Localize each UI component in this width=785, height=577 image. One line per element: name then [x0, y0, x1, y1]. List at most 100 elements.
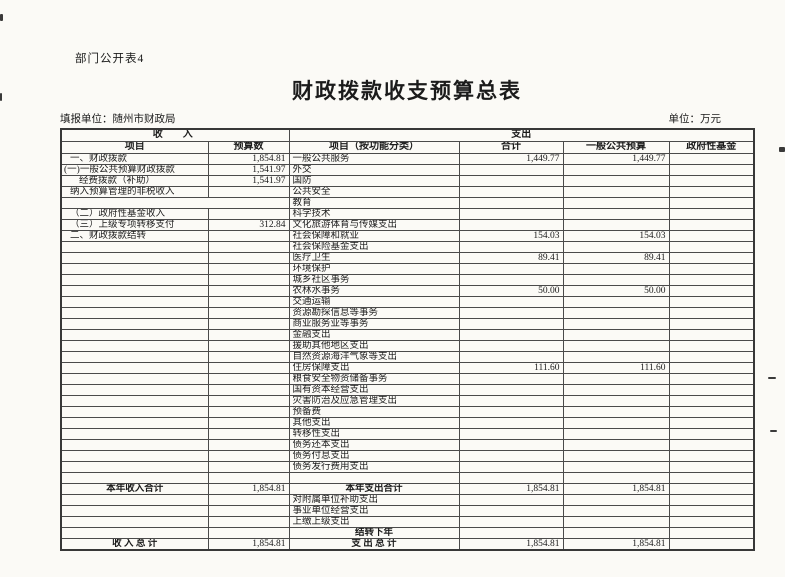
expense-item-cell: 债务发行费用支出: [288, 460, 460, 473]
expense-general-budget-cell: [562, 196, 670, 209]
table-row: 商业服务业等事务: [60, 317, 755, 330]
expense-general-budget-cell: 50.00: [562, 284, 670, 297]
expense-item-cell: 城乡社区事务: [288, 273, 460, 286]
column-header-row: 项目 预算数 项目（按功能分类） 合计 一般公共预算 政府性基金: [60, 140, 755, 154]
expense-gov-fund-cell: [668, 196, 755, 209]
page-title: 财政拨款收支预算总表: [292, 79, 522, 103]
col-header-expense-gov-fund: 政府性基金: [668, 140, 755, 154]
expense-total-cell: [458, 218, 564, 231]
expense-total-cell: [458, 328, 564, 341]
expense-general-budget-cell: [562, 394, 670, 407]
expense-total-cell: 1,449.77: [458, 152, 564, 165]
income-budget-cell: [207, 372, 290, 385]
income-item-cell: [60, 262, 209, 275]
income-item-cell: [60, 350, 209, 363]
expense-general-budget-cell: [562, 449, 670, 462]
income-item-cell: [60, 471, 209, 484]
income-item-cell: [60, 251, 209, 264]
expense-gov-fund-cell: [668, 537, 755, 550]
income-budget-cell: 1,854.81: [207, 537, 290, 550]
income-item-cell: [60, 526, 209, 539]
expense-item-cell: 债务还本支出: [288, 438, 460, 451]
income-item-cell: (一)一般公共预算财政拨款: [60, 163, 209, 176]
expense-item-cell: 其他支出: [288, 416, 460, 429]
expense-gov-fund-cell: [668, 526, 755, 539]
expense-total-cell: [458, 295, 564, 308]
expense-total-cell: [458, 273, 564, 286]
expense-general-budget-cell: [562, 328, 670, 341]
col-header-expense-item: 项目（按功能分类）: [288, 140, 460, 154]
form-tag: 部门公开表4: [75, 53, 145, 65]
expense-total-cell: [458, 449, 564, 462]
scan-artifact: [779, 147, 785, 152]
income-budget-cell: [207, 416, 290, 429]
income-budget-cell: [207, 251, 290, 264]
expense-item-cell: 自然资源海洋气象等支出: [288, 350, 460, 363]
expense-general-budget-cell: [562, 372, 670, 385]
expense-general-budget-cell: 154.03: [562, 229, 670, 242]
expense-gov-fund-cell: [668, 372, 755, 385]
income-item-cell: [60, 427, 209, 440]
scan-artifact: [768, 377, 776, 379]
expense-gov-fund-cell: [668, 185, 755, 198]
income-item-cell: 纳入预算管理的非税收入: [60, 185, 209, 198]
income-item-cell: [60, 394, 209, 407]
table-row: 事业单位经营支出: [60, 504, 755, 517]
income-budget-cell: [207, 207, 290, 220]
income-budget-cell: [207, 328, 290, 341]
expense-total-cell: [458, 394, 564, 407]
income-budget-cell: [207, 427, 290, 440]
income-item-cell: （三）上级专项转移支付: [60, 218, 209, 231]
expense-item-cell: 农林水事务: [288, 284, 460, 297]
meta-row: 填报单位：随州市财政局 单位：万元: [60, 111, 754, 126]
income-budget-cell: [207, 493, 290, 506]
expense-gov-fund-cell: [668, 383, 755, 396]
income-item-cell: [60, 416, 209, 429]
table-row: 转移性支出: [60, 427, 755, 440]
expense-general-budget-cell: [562, 174, 670, 187]
expense-item-cell: 交通运输: [288, 295, 460, 308]
expense-total-cell: [458, 317, 564, 330]
expense-item-cell: 资源勘探信息等事务: [288, 306, 460, 319]
expenditure-group-header: 支出: [288, 128, 755, 142]
income-budget-cell: [207, 526, 290, 539]
table-row: 社会保险基金支出: [60, 240, 755, 253]
expense-general-budget-cell: 89.41: [562, 251, 670, 264]
table-row: 农林水事务 50.00 50.00: [60, 284, 755, 297]
income-budget-cell: [207, 262, 290, 275]
expense-gov-fund-cell: [668, 460, 755, 473]
table-row: 灾害防治及应急管理支出: [60, 394, 755, 407]
income-item-cell: [60, 339, 209, 352]
table-row: 上缴上级支出: [60, 515, 755, 528]
expense-gov-fund-cell: [668, 273, 755, 286]
expense-general-budget-cell: [562, 460, 670, 473]
expense-general-budget-cell: [562, 207, 670, 220]
income-group-header: 收 入: [60, 128, 290, 142]
income-budget-cell: [207, 284, 290, 297]
expense-general-budget-cell: [562, 471, 670, 484]
expense-item-cell: 医疗卫生: [288, 251, 460, 264]
table-row: 一、财政拨款 1,854.81 一般公共服务 1,449.77 1,449.77: [60, 152, 755, 165]
table-row: 债务发行费用支出: [60, 460, 755, 473]
income-budget-cell: [207, 394, 290, 407]
expense-item-cell: 公共安全: [288, 185, 460, 198]
expense-total-cell: [458, 460, 564, 473]
col-header-expense-total: 合计: [458, 140, 564, 154]
expense-gov-fund-cell: [668, 251, 755, 264]
expense-total-cell: [458, 372, 564, 385]
income-item-cell: [60, 372, 209, 385]
expense-item-cell: 商业服务业等事务: [288, 317, 460, 330]
income-item-cell: [60, 361, 209, 374]
scan-artifact: [0, 93, 2, 101]
expense-total-cell: [458, 306, 564, 319]
expense-general-budget-cell: [562, 493, 670, 506]
income-item-cell: [60, 240, 209, 253]
expense-gov-fund-cell: [668, 405, 755, 418]
expense-total-cell: 154.03: [458, 229, 564, 242]
table-row: 本年收入合计 1,854.81 本年支出合计 1,854.81 1,854.81: [60, 482, 755, 495]
expense-gov-fund-cell: [668, 493, 755, 506]
expense-item-cell: 外交: [288, 163, 460, 176]
income-budget-cell: [207, 515, 290, 528]
table-row: 国有资本经营支出: [60, 383, 755, 396]
